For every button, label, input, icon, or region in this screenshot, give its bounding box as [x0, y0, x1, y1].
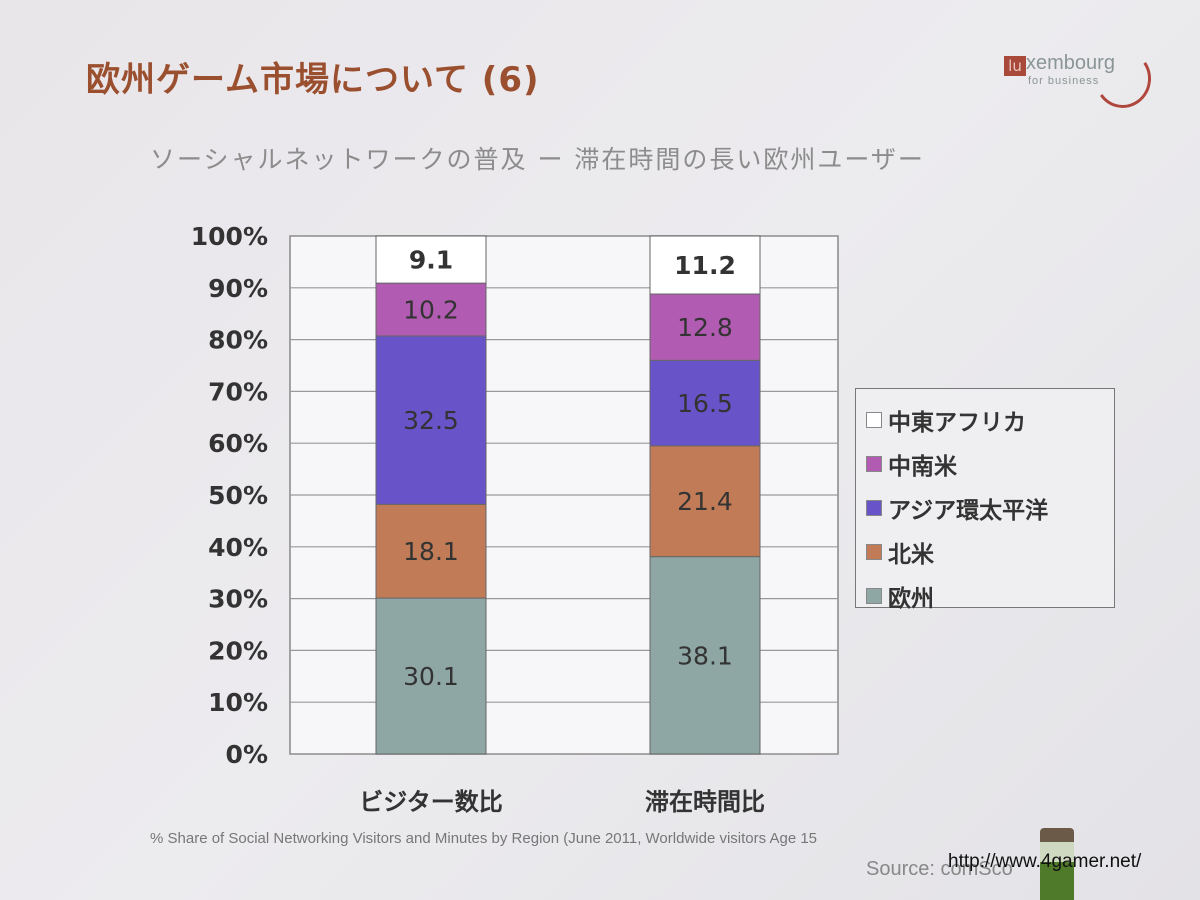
legend-label: 中南米	[888, 454, 957, 480]
y-tick-label: 30%	[208, 585, 268, 614]
bar-segment	[649, 445, 761, 558]
legend-item: 中南米	[866, 447, 957, 481]
bar-segment	[649, 293, 761, 361]
y-tick-label: 60%	[208, 429, 268, 458]
legend-swatch	[866, 500, 882, 516]
legend-item: 欧州	[866, 579, 934, 613]
bar-segment	[375, 335, 487, 505]
data-label: 38.1	[677, 641, 733, 670]
y-tick-label: 90%	[208, 274, 268, 303]
data-label: 12.8	[677, 313, 733, 342]
data-label: 10.2	[403, 296, 459, 325]
legend-label: 欧州	[888, 586, 934, 612]
bar-segment	[649, 235, 761, 295]
bar-segment	[649, 556, 761, 755]
data-label: 11.2	[674, 251, 736, 280]
y-tick-label: 40%	[208, 533, 268, 562]
y-tick-label: 100%	[191, 222, 268, 251]
chart-caption: % Share of Social Networking Visitors an…	[150, 830, 818, 847]
data-label: 9.1	[409, 246, 453, 275]
data-label: 32.5	[403, 406, 459, 435]
x-category-label: 滞在時間比	[645, 788, 765, 816]
bar-segment	[375, 597, 487, 755]
y-tick-label: 0%	[226, 740, 268, 769]
data-label: 21.4	[677, 487, 733, 516]
legend-label: アジア環太平洋	[888, 498, 1049, 524]
y-tick-label: 80%	[208, 326, 268, 355]
legend-label: 中東アフリカ	[888, 410, 1026, 436]
data-label: 18.1	[403, 537, 459, 566]
legend-item: 中東アフリカ	[866, 403, 1026, 437]
legend-label: 北米	[888, 542, 934, 568]
legend-item: 北米	[866, 535, 934, 569]
data-label: 30.1	[403, 662, 459, 691]
data-label: 16.5	[677, 389, 733, 418]
luxembourg-logo: lu xembourg for business	[1000, 45, 1160, 126]
y-tick-label: 10%	[208, 688, 268, 717]
y-tick-label: 20%	[208, 636, 268, 665]
watermark: http://www.4gamer.net/	[948, 851, 1142, 872]
slide-title: 欧州ゲーム市場について (6)	[86, 60, 540, 100]
source-note: Source: comSco	[866, 858, 1013, 880]
bar-segment	[375, 282, 487, 337]
legend-swatch	[866, 544, 882, 560]
chart-legend: 中東アフリカ 中南米アジア環太平洋 北米欧州	[855, 388, 1115, 612]
bar-segment	[375, 503, 487, 599]
legend-swatch	[866, 456, 882, 472]
y-tick-label: 50%	[208, 481, 268, 510]
y-tick-label: 70%	[208, 377, 268, 406]
x-category-label: ビジター数比	[359, 788, 503, 816]
legend-swatch	[866, 588, 882, 604]
legend-item: アジア環太平洋	[866, 491, 1048, 525]
bar-segment	[375, 235, 487, 284]
slide-subtitle: ソーシャルネットワークの普及 ー 滞在時間の長い欧州ユーザー	[150, 145, 925, 174]
bottle-photo-object	[1040, 828, 1074, 900]
legend-swatch	[866, 412, 882, 428]
